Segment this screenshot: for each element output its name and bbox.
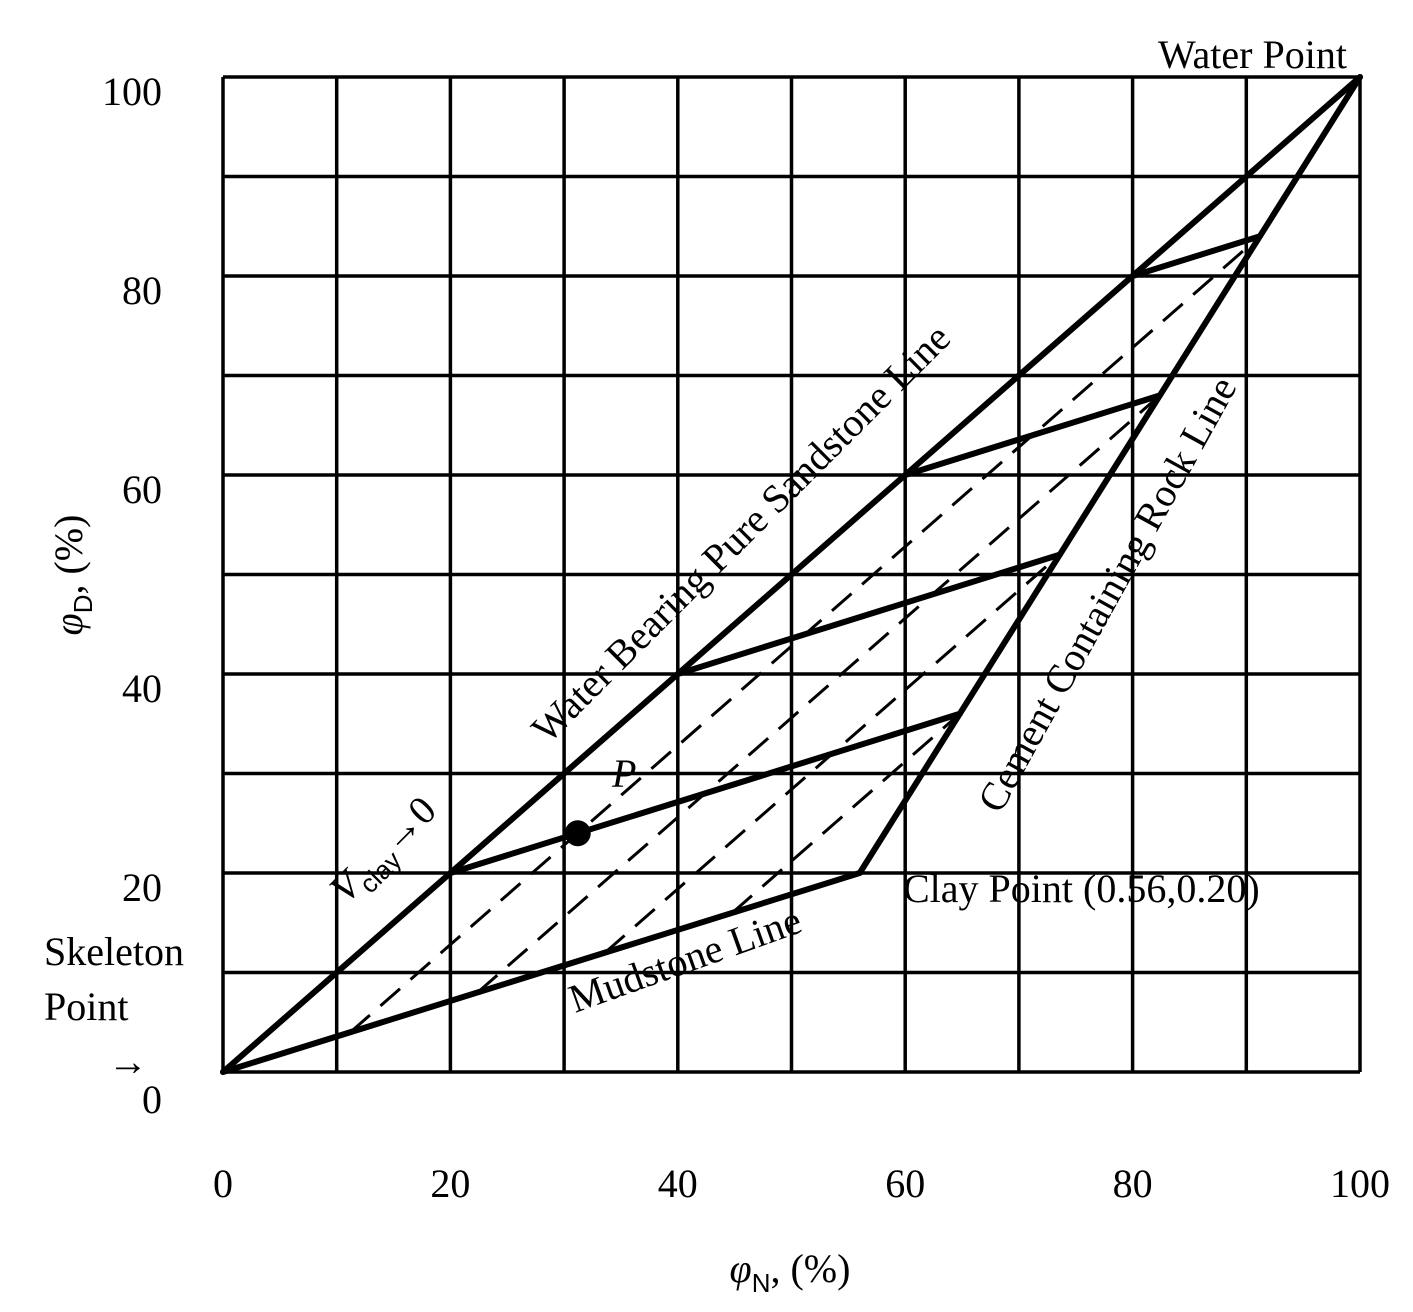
skeleton-point-arrow: → bbox=[108, 1039, 148, 1084]
y-tick-label: 80 bbox=[122, 268, 162, 313]
y-axis-subscript: D bbox=[68, 595, 98, 614]
x-axis-symbol: φ bbox=[730, 1246, 752, 1291]
dashed-line bbox=[731, 712, 961, 914]
tick-labels: 0 20 40 60 80 100 0 20 40 60 80 100 bbox=[102, 69, 1390, 1206]
cement-containing-rock-line bbox=[856, 74, 1363, 876]
skeleton-point-label-line2: Point bbox=[44, 984, 128, 1029]
y-tick-label: 20 bbox=[122, 865, 162, 910]
y-axis-unit: , (%) bbox=[46, 515, 91, 595]
x-tick-label: 40 bbox=[658, 1161, 698, 1206]
tie-line bbox=[1129, 233, 1263, 279]
x-tick-label: 80 bbox=[1113, 1161, 1153, 1206]
clay-point-label: Clay Point (0.56,0.20) bbox=[903, 866, 1260, 911]
x-axis-subscript: N bbox=[752, 1268, 771, 1298]
y-tick-label: 0 bbox=[142, 1077, 162, 1122]
x-axis-unit: , (%) bbox=[770, 1246, 850, 1291]
tie-line bbox=[902, 392, 1163, 478]
x-axis-label: φN, (%) bbox=[730, 1246, 851, 1298]
skeleton-point-label-line1: Skeleton bbox=[44, 929, 184, 974]
point-p-label: P bbox=[611, 751, 636, 796]
vclay-label: Vclay→0 bbox=[321, 787, 450, 916]
x-tick-label: 60 bbox=[885, 1161, 925, 1206]
tie-line bbox=[674, 551, 1063, 677]
sandstone-line-label: Water Bearing Pure Sandstone Line bbox=[523, 315, 959, 751]
mudstone-line bbox=[220, 870, 863, 1075]
cement-line-label: Cement Containing Rock Line bbox=[969, 369, 1246, 819]
x-tick-label: 20 bbox=[430, 1161, 470, 1206]
y-tick-label: 60 bbox=[122, 467, 162, 512]
grid bbox=[221, 75, 1362, 1074]
mudstone-line-label: Mudstone Line bbox=[563, 897, 807, 1021]
water-bearing-pure-sandstone-line bbox=[220, 74, 1363, 1075]
tie-line bbox=[447, 710, 963, 876]
y-axis-symbol: φ bbox=[46, 613, 91, 635]
y-tick-label: 100 bbox=[102, 69, 162, 114]
x-tick-label: 100 bbox=[1330, 1161, 1390, 1206]
y-tick-label: 40 bbox=[122, 666, 162, 711]
y-axis-label: φD, (%) bbox=[46, 515, 98, 636]
x-tick-label: 0 bbox=[213, 1161, 233, 1206]
dashed-line bbox=[476, 394, 1161, 994]
water-point-label: Water Point bbox=[1158, 32, 1347, 77]
point-p-marker bbox=[564, 820, 591, 847]
data-lines bbox=[220, 74, 1363, 1075]
